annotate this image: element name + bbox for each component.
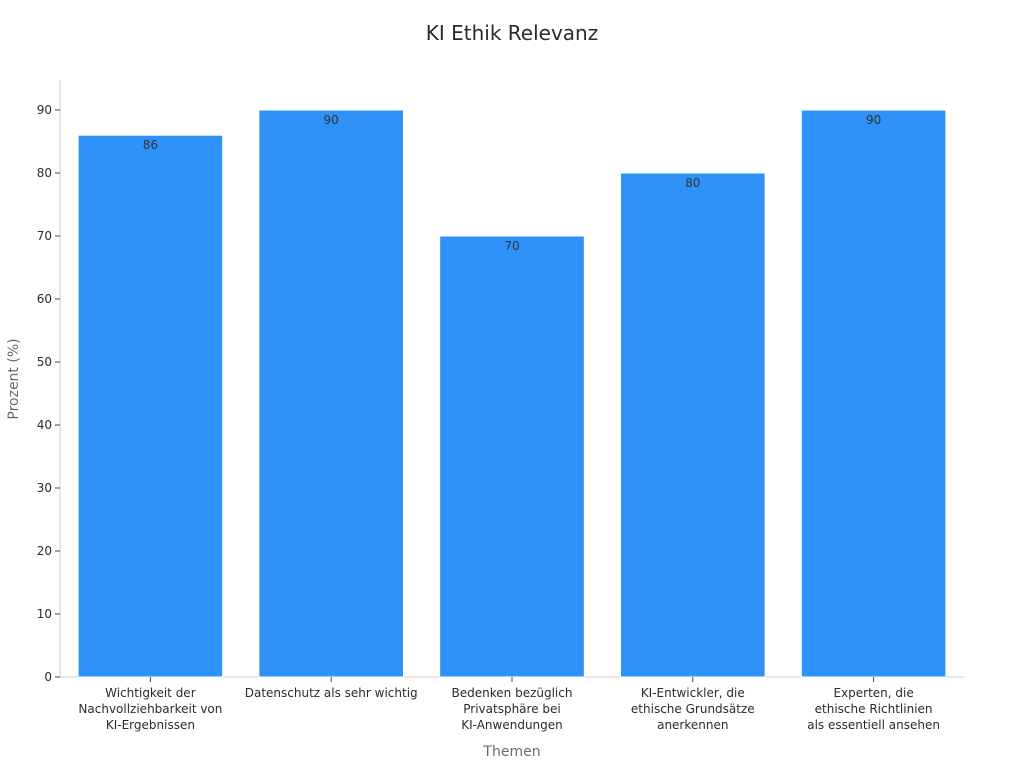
- x-tick-label-line: Wichtigkeit der: [105, 686, 196, 700]
- y-tick-label: 80: [37, 166, 52, 180]
- y-tick-label: 0: [44, 670, 52, 684]
- x-tick-label: Bedenken bezüglich Privatsphäre bei KI-Anw…: [452, 686, 573, 732]
- y-tick-label: 20: [37, 544, 52, 558]
- x-axis-title: Themen: [482, 744, 540, 760]
- x-tick-label-line: KI-Entwickler, die: [641, 686, 745, 700]
- plot-area: 0 10 20 30 40 50 60 70 80 90 86 90 70 80 90 Wichtigke…: [37, 80, 964, 732]
- x-tick-label-line: Bedenken bezüglich: [452, 686, 573, 700]
- x-tick-label-line: Privatsphäre bei: [463, 702, 560, 716]
- bar-value-label: 90: [324, 113, 339, 127]
- x-tick-label: Experten, die ethische Richtlinien als ess…: [807, 686, 940, 732]
- bar-value-label: 80: [685, 176, 700, 190]
- y-axis-title: Prozent (%): [6, 338, 22, 419]
- x-axis-ticks: Wichtigkeit der Nachvollziehbarkeit von KI…: [78, 677, 940, 732]
- x-tick-label: KI-Entwickler, die ethische Grundsätze ane…: [631, 686, 755, 732]
- y-tick-label: 40: [37, 418, 52, 432]
- bar[interactable]: [258, 109, 405, 678]
- x-tick-label-line: Experten, die: [833, 686, 913, 700]
- x-tick-label: Wichtigkeit der Nachvollziehbarkeit von KI…: [78, 686, 222, 732]
- x-tick-label-line: ethische Grundsätze: [631, 702, 755, 716]
- bar[interactable]: [800, 109, 947, 678]
- bar[interactable]: [619, 172, 766, 678]
- y-tick-label: 30: [37, 481, 52, 495]
- bars: [77, 109, 947, 678]
- x-tick-label-line: Datenschutz als sehr wichtig: [245, 686, 418, 700]
- chart-title: KI Ethik Relevanz: [426, 21, 598, 45]
- x-tick-label-line: KI-Ergebnissen: [106, 718, 195, 732]
- x-tick-label-line: anerkennen: [657, 718, 728, 732]
- y-axis-ticks: 0 10 20 30 40 50 60 70 80 90: [37, 103, 60, 684]
- y-tick-label: 60: [37, 292, 52, 306]
- bar-value-label: 70: [504, 239, 519, 253]
- y-tick-label: 90: [37, 103, 52, 117]
- y-tick-label: 70: [37, 229, 52, 243]
- bar[interactable]: [77, 134, 224, 678]
- x-tick-label-line: ethische Richtlinien: [815, 702, 933, 716]
- bar-value-label: 86: [143, 138, 158, 152]
- y-tick-label: 10: [37, 607, 52, 621]
- x-tick-label-line: KI-Anwendungen: [461, 718, 563, 732]
- data-labels: 86 90 70 80 90: [143, 113, 881, 253]
- x-tick-label-line: Nachvollziehbarkeit von: [78, 702, 222, 716]
- y-tick-label: 50: [37, 355, 52, 369]
- bar[interactable]: [439, 235, 585, 678]
- bar-value-label: 90: [866, 113, 881, 127]
- x-tick-label: Datenschutz als sehr wichtig: [245, 686, 418, 700]
- x-tick-label-line: als essentiell ansehen: [807, 718, 940, 732]
